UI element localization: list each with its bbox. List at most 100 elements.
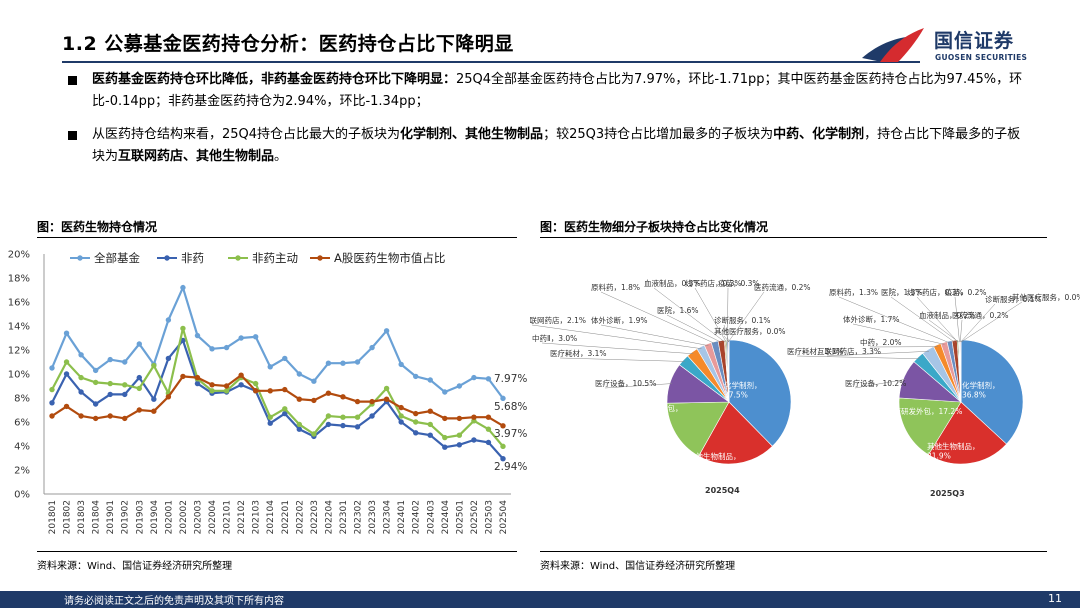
data-point [209,346,215,352]
bullet-2-bold-3: 互联网药店、其他生物制品 [118,149,275,164]
pie-slice-label: 原料药，1.8% [591,282,640,292]
data-point [398,404,404,411]
data-point [413,373,419,380]
data-point [78,413,84,419]
leader-line [600,291,716,344]
data-point [267,414,273,420]
data-point [442,415,448,422]
right-source-rule [540,551,1047,552]
data-point [282,386,288,393]
pie-slice [728,339,792,447]
data-point [92,401,99,407]
data-point [209,388,215,394]
data-point [485,376,492,382]
data-point [500,456,506,462]
title-divider [62,61,920,63]
y-tick-label: 18% [8,274,30,285]
data-point [311,397,317,404]
data-point [63,403,70,410]
x-tick-label: 202103 [252,500,262,534]
pie-slice-label: 医疗设备，10.2% [845,378,906,388]
company-logo: 国信证券 GUOSEN SECURITIES [858,24,1038,68]
bullet-square-icon [68,131,77,140]
bullet-2-text-4: 。 [274,149,288,164]
pie-slice-label: 化学制剂， 36.8% [962,380,1000,400]
leader-line [954,296,960,343]
x-tick-label: 201903 [135,500,145,534]
data-point [194,374,201,381]
data-point [427,421,433,428]
left-figure-rule [37,237,517,238]
data-point [413,430,419,436]
data-point [296,421,303,428]
leader-line [727,287,729,343]
leader-line [723,324,730,343]
bullet-point-2: 从医药持仓结构来看，25Q4持仓占比最大的子板块为化学制剂、其他生物制品；较25… [68,124,1028,168]
pie-slice-label: 医院，1.6% [657,305,699,315]
data-point [223,383,230,389]
x-tick-label: 202502 [470,500,480,534]
x-tick-label: 201803 [77,500,87,534]
right-figure-title: 图：医药生物细分子板块持仓占比变化情况 [540,220,769,234]
x-tick-label: 201902 [121,500,131,534]
left-source-note: 资料来源：Wind、国信证券经济研究所整理 [37,561,233,572]
x-tick-label: 202004 [208,500,218,535]
y-tick-label: 16% [8,298,30,309]
footer-bar: 请务必阅读正文之后的免责声明及其项下所有内容 11 [0,591,1080,608]
leader-line [666,314,722,343]
leader-line [723,335,730,343]
left-source-rule [37,551,517,552]
leader-line [928,319,959,343]
data-point [354,359,361,365]
leader-line [854,379,906,389]
pie-slice-label: 医疗研发外包， 16.5% [630,403,683,423]
legend-label: 非药 [181,251,204,265]
data-point [194,332,201,339]
leader-line [960,301,1023,343]
data-point [369,398,375,405]
data-point [49,365,55,371]
x-tick-label: 202504 [499,500,509,535]
leader-line [852,323,945,345]
data-point [354,414,361,420]
data-point [49,400,55,406]
y-tick-label: 20% [8,250,30,261]
data-point [49,413,55,419]
pie-slice-label: 原料药，1.3% [829,287,878,297]
leader-line [916,296,958,343]
pie-slice-label: 其他医疗服务，0.0% [714,326,786,336]
data-point [413,410,419,417]
data-point [471,374,477,381]
pie-slice-label: 医院，1.3% [881,287,923,297]
x-tick-label: 202501 [455,500,465,534]
x-tick-label: 202301 [339,500,349,534]
right-source-note: 资料来源：Wind、国信证券经济研究所整理 [540,561,736,572]
data-point [63,371,70,377]
data-point [471,414,477,420]
data-point [485,414,492,420]
data-point [500,443,506,450]
data-point [238,382,244,388]
series-line [50,284,504,400]
data-point [238,335,244,341]
data-point [296,426,303,432]
data-point [325,390,332,396]
pie-slice-label: 医药流通，0.2% [952,310,1009,320]
legend-marker [235,255,241,261]
data-point [340,414,346,420]
data-point [383,385,390,392]
bullet-1-text: 25Q4全部基金医药持仓占比为7.97%，环比-1.71pp；其中医药基金医药持… [92,72,1023,109]
pie-slice-label: 诊断服务，0.1% [985,294,1042,304]
data-point [282,410,288,417]
data-point [180,325,186,332]
pie-slice-label: 诊断服务，0.1% [714,315,771,325]
end-value-label: 5.68% [494,401,527,413]
data-point [442,434,448,441]
data-point [78,374,84,381]
data-point [63,359,70,365]
data-point [354,398,361,405]
bullet-2-text-2: ；较25Q3持仓占比增加最多的子板块为 [543,127,774,142]
x-tick-label: 201802 [63,500,73,534]
x-tick-label: 202203 [310,500,320,534]
logo-english-name: GUOSEN SECURITIES [935,53,1028,62]
